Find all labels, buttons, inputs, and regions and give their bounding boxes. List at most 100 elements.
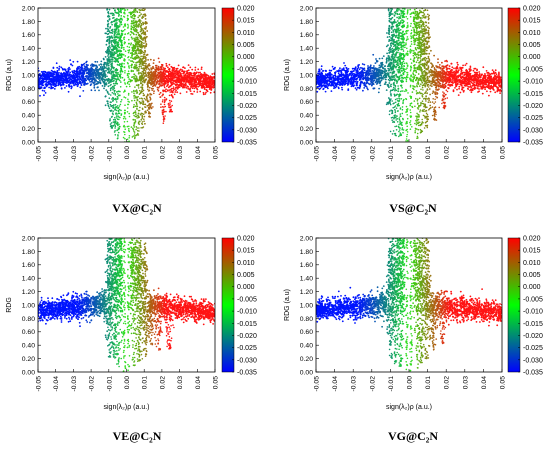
rdg-spike-point [135, 128, 137, 131]
rdg-spike-point [142, 101, 145, 104]
rdg-spike-point [119, 125, 121, 128]
rdg-point [196, 87, 198, 90]
rdg-spike-point [110, 101, 112, 103]
rdg-point [119, 77, 122, 79]
rdg-point [86, 71, 88, 74]
rdg-point [197, 85, 200, 88]
rdg-point [144, 40, 147, 43]
rdg-point [141, 9, 143, 12]
rdg-point [95, 73, 98, 76]
rdg-spike-point [142, 94, 145, 97]
rdg-point [118, 38, 121, 40]
rdg-point [51, 81, 54, 84]
rdg-point [135, 30, 138, 33]
rdg-point [113, 9, 116, 12]
rdg-point [185, 87, 188, 89]
rdg-point [120, 46, 123, 49]
rdg-spike-point [169, 75, 172, 77]
rdg-point [122, 26, 125, 28]
rdg-point [135, 28, 138, 31]
rdg-point [69, 81, 72, 83]
rdg-point [391, 49, 394, 52]
rdg-point [134, 21, 136, 24]
y-tick-label: 1.80 [22, 19, 35, 26]
rdg-point [163, 72, 165, 75]
rdg-point [38, 70, 40, 72]
rdg-point [127, 92, 130, 95]
rdg-point [418, 4, 420, 6]
rdg-spike-point [135, 84, 138, 86]
rdg-point [124, 13, 126, 15]
rdg-point [142, 67, 144, 70]
rdg-point [136, 66, 139, 69]
rdg-spike-point [167, 89, 169, 92]
rdg-point [88, 71, 90, 74]
rdg-point [456, 61, 459, 64]
rdg-point [373, 65, 375, 67]
rdg-spike-point [152, 106, 154, 108]
rdg-point [128, 78, 130, 80]
rdg-point [360, 66, 362, 69]
rdg-point [97, 86, 99, 89]
rdg-point [118, 25, 121, 28]
rdg-spike-point [114, 109, 116, 111]
rdg-point [150, 67, 153, 69]
rdg-spike-point [114, 116, 116, 119]
rdg-point [107, 56, 110, 59]
rdg-point [97, 73, 100, 76]
x-tick-label: -0.04 [53, 146, 60, 162]
rdg-point [134, 24, 137, 26]
rdg-spike-point [142, 89, 145, 92]
rdg-point [112, 17, 114, 19]
rdg-spike-point [112, 88, 114, 90]
rdg-point [210, 76, 213, 79]
rdg-spike-point [153, 92, 155, 95]
rdg-point [80, 84, 83, 86]
rdg-point [135, 33, 138, 36]
rdg-point [201, 74, 204, 77]
rdg-spike-point [166, 85, 168, 88]
rdg-point [123, 42, 126, 45]
rdg-point [79, 66, 82, 69]
rdg-spike-point [133, 92, 135, 95]
rdg-point [118, 1, 120, 3]
rdg-point [196, 79, 199, 81]
rdg-spike-point [135, 113, 137, 115]
rdg-point [107, 104, 110, 107]
rdg-spike-point [141, 126, 144, 129]
rdg-point [76, 79, 79, 81]
rdg-point [421, 81, 424, 84]
rdg-spike-point [143, 120, 145, 122]
rdg-point [97, 70, 99, 73]
rdg-point [141, 28, 144, 30]
rdg-point [116, 60, 119, 63]
rdg-point [136, 41, 139, 44]
rdg-point [90, 75, 93, 78]
rdg-point [108, 45, 111, 47]
rdg-point [104, 95, 107, 98]
rdg-spike-point [138, 127, 140, 129]
rdg-spike-point [164, 75, 166, 77]
rdg-point [40, 87, 43, 89]
rdg-point [55, 77, 58, 79]
rdg-spike-point [117, 106, 120, 109]
rdg-point [110, 70, 113, 73]
rdg-point [92, 74, 95, 76]
rdg-point [149, 58, 152, 61]
rdg-spike-point [148, 103, 150, 105]
rdg-point [207, 80, 210, 82]
rdg-point [134, 51, 137, 54]
rdg-point [100, 73, 103, 75]
rdg-point [92, 69, 95, 71]
rdg-point [101, 85, 104, 87]
rdg-point [139, 34, 142, 37]
rdg-point [135, 4, 137, 6]
rdg-spike-point [139, 81, 142, 83]
rdg-point [112, 12, 115, 15]
rdg-point [134, 74, 137, 77]
rdg-spike-point [136, 129, 139, 132]
rdg-spike-point [111, 80, 114, 82]
rdg-spike-point [149, 96, 151, 98]
rdg-point [351, 67, 354, 70]
rdg-point [193, 75, 196, 77]
